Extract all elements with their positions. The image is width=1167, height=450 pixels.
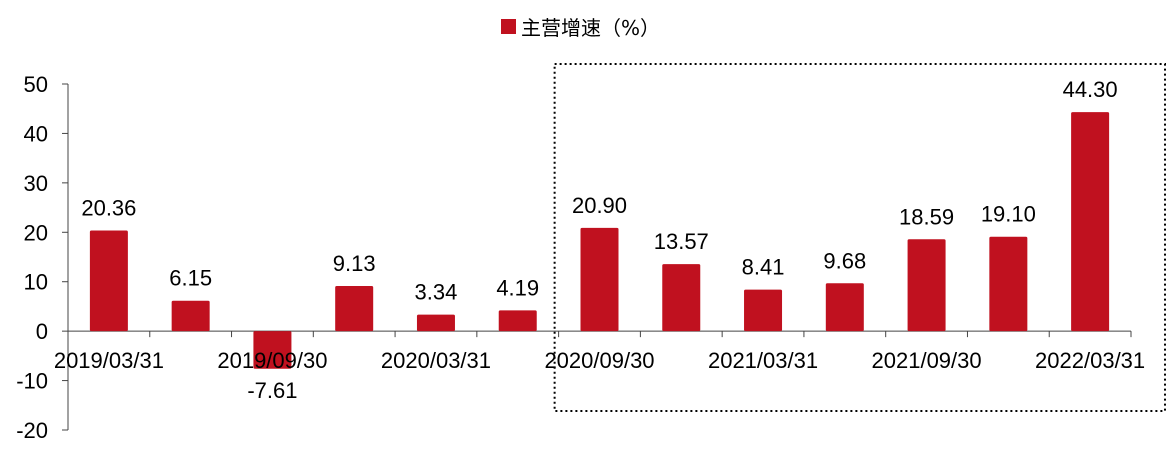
legend-label: 主营增速（%）	[521, 16, 660, 40]
legend: 主营增速（%）	[501, 16, 660, 40]
bar	[89, 230, 128, 332]
x-tick-label: 2019/09/30	[217, 348, 327, 373]
bar	[171, 300, 210, 332]
data-label: 6.15	[169, 266, 212, 291]
y-tick-label: 10	[24, 270, 48, 295]
y-tick-label: -20	[16, 418, 48, 443]
y-tick-label: 50	[24, 72, 48, 97]
legend-swatch	[501, 19, 516, 34]
data-label: 9.13	[333, 251, 376, 276]
data-label: 4.19	[496, 275, 539, 300]
data-label: 9.68	[823, 248, 866, 273]
y-tick-label: 20	[24, 220, 48, 245]
data-label: 18.59	[899, 204, 954, 229]
y-tick-label: -10	[16, 369, 48, 394]
bar	[498, 310, 537, 332]
bar	[580, 227, 619, 332]
x-tick-label: 2022/03/31	[1035, 348, 1145, 373]
bar	[907, 239, 946, 332]
data-label: 3.34	[415, 280, 458, 305]
bar	[335, 286, 374, 332]
y-tick-label: 30	[24, 171, 48, 196]
bar	[416, 314, 455, 332]
data-label: 20.36	[81, 196, 136, 221]
data-label: -7.61	[247, 378, 297, 403]
bar	[253, 331, 292, 369]
data-label: 13.57	[654, 229, 709, 254]
data-label: 44.30	[1063, 77, 1118, 102]
x-tick-label: 2021/09/30	[872, 348, 982, 373]
x-tick-label: 2019/03/31	[54, 348, 164, 373]
y-tick-label: 0	[36, 319, 48, 344]
bar	[989, 236, 1028, 332]
data-label: 20.90	[572, 193, 627, 218]
bar	[662, 264, 701, 332]
y-tick-label: 40	[24, 121, 48, 146]
x-tick-label: 2021/03/31	[708, 348, 818, 373]
highlight-box	[553, 63, 1166, 412]
bar	[744, 289, 783, 332]
bar	[825, 283, 864, 332]
x-tick-label: 2020/03/31	[381, 348, 491, 373]
x-tick-label: 2020/09/30	[544, 348, 654, 373]
data-label: 19.10	[981, 202, 1036, 227]
data-label: 8.41	[742, 255, 785, 280]
bar	[1071, 112, 1110, 332]
